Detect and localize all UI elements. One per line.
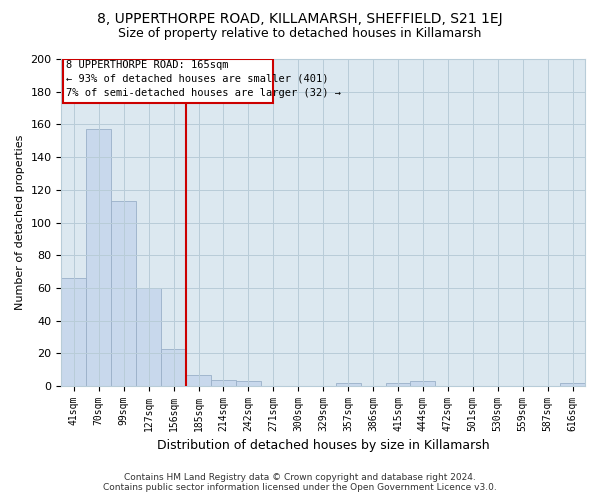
Bar xyxy=(386,383,410,386)
X-axis label: Distribution of detached houses by size in Killamarsh: Distribution of detached houses by size … xyxy=(157,440,490,452)
Bar xyxy=(111,202,136,386)
Bar xyxy=(560,383,585,386)
Text: Size of property relative to detached houses in Killamarsh: Size of property relative to detached ho… xyxy=(118,28,482,40)
Text: 8, UPPERTHORPE ROAD, KILLAMARSH, SHEFFIELD, S21 1EJ: 8, UPPERTHORPE ROAD, KILLAMARSH, SHEFFIE… xyxy=(97,12,503,26)
Bar xyxy=(86,130,111,386)
Text: 8 UPPERTHORPE ROAD: 165sqm
← 93% of detached houses are smaller (401)
7% of semi: 8 UPPERTHORPE ROAD: 165sqm ← 93% of deta… xyxy=(67,60,341,98)
Bar xyxy=(211,380,236,386)
Bar xyxy=(410,382,436,386)
Bar xyxy=(161,348,186,386)
Bar xyxy=(335,383,361,386)
Y-axis label: Number of detached properties: Number of detached properties xyxy=(15,135,25,310)
Bar xyxy=(236,382,261,386)
Bar xyxy=(62,59,274,103)
Bar xyxy=(186,374,211,386)
Bar xyxy=(61,278,86,386)
Bar xyxy=(136,288,161,386)
Text: Contains HM Land Registry data © Crown copyright and database right 2024.
Contai: Contains HM Land Registry data © Crown c… xyxy=(103,473,497,492)
